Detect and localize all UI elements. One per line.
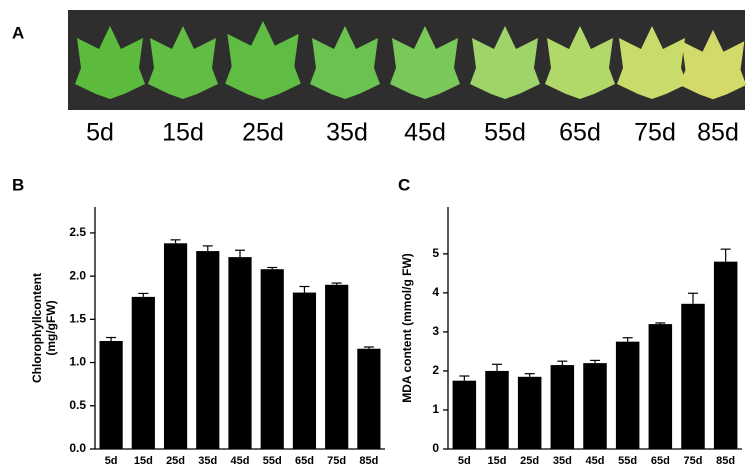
x-tick-label: 65d [651,455,670,467]
leaf-label: 85d [697,119,739,147]
y-tick-label: 2.5 [69,225,86,239]
y-tick-label: 5 [432,246,439,260]
bar [551,365,575,449]
bar [518,377,542,449]
x-tick-label: 75d [684,455,703,467]
bar [132,297,155,449]
bar [649,324,673,449]
x-tick-label: 85d [359,455,378,467]
x-tick-label: 75d [327,455,346,467]
x-tick-label: 45d [586,455,605,467]
leaf-label: 25d [242,119,284,147]
y-tick-label: 4 [432,285,439,299]
y-axis-label: Chlorophyllcontent [30,273,44,383]
x-tick-label: 25d [520,455,539,467]
y-tick-label: 1 [432,402,439,416]
x-tick-label: 35d [553,455,572,467]
panel-label: B [12,175,24,194]
x-tick-label: 15d [488,455,507,467]
y-tick-label: 2.0 [69,268,86,282]
bar [228,257,251,449]
y-tick-label: 1.5 [69,312,86,326]
leaf-label: 65d [559,119,601,147]
x-tick-label: 45d [231,455,250,467]
y-tick-label: 3 [432,324,439,338]
bar [325,285,348,449]
bar [583,363,607,449]
y-tick-label: 0 [432,441,439,455]
leaf-photo [68,10,746,110]
leaf-label: 55d [484,119,526,147]
leaf-label: 75d [634,119,676,147]
x-tick-label: 55d [618,455,637,467]
panel-label: C [398,175,410,194]
figure: A 5d15d25d35d45d55d65d75d85dBChlorophyll… [0,0,755,469]
x-tick-label: 15d [134,455,153,467]
x-tick-label: 35d [198,455,217,467]
leaf-label: 35d [326,119,368,147]
x-tick-label: 5d [458,455,471,467]
y-tick-label: 0.0 [69,441,86,455]
bar [164,243,187,449]
panel-label: A [12,23,24,42]
x-tick-label: 5d [105,455,118,467]
bar [714,262,738,449]
y-tick-label: 0.5 [69,398,86,412]
bar [485,371,509,449]
leaf-label: 5d [86,119,114,147]
x-tick-label: 25d [166,455,185,467]
y-tick-label: 2 [432,363,439,377]
y-axis-label: (mg/gFW) [44,300,58,355]
bar [196,251,219,449]
bar [681,304,705,449]
bar [453,381,477,449]
leaf-label: 15d [162,119,204,147]
y-tick-label: 1.0 [69,355,86,369]
bar [293,293,316,449]
bar [357,349,380,449]
x-tick-label: 65d [295,455,314,467]
bar [100,341,123,449]
x-tick-label: 85d [716,455,735,467]
bar [616,342,640,449]
y-axis-label: MDA content (mmol/g FW) [400,253,414,403]
x-tick-label: 55d [263,455,282,467]
bar [261,269,284,449]
leaf-label: 45d [404,119,446,147]
